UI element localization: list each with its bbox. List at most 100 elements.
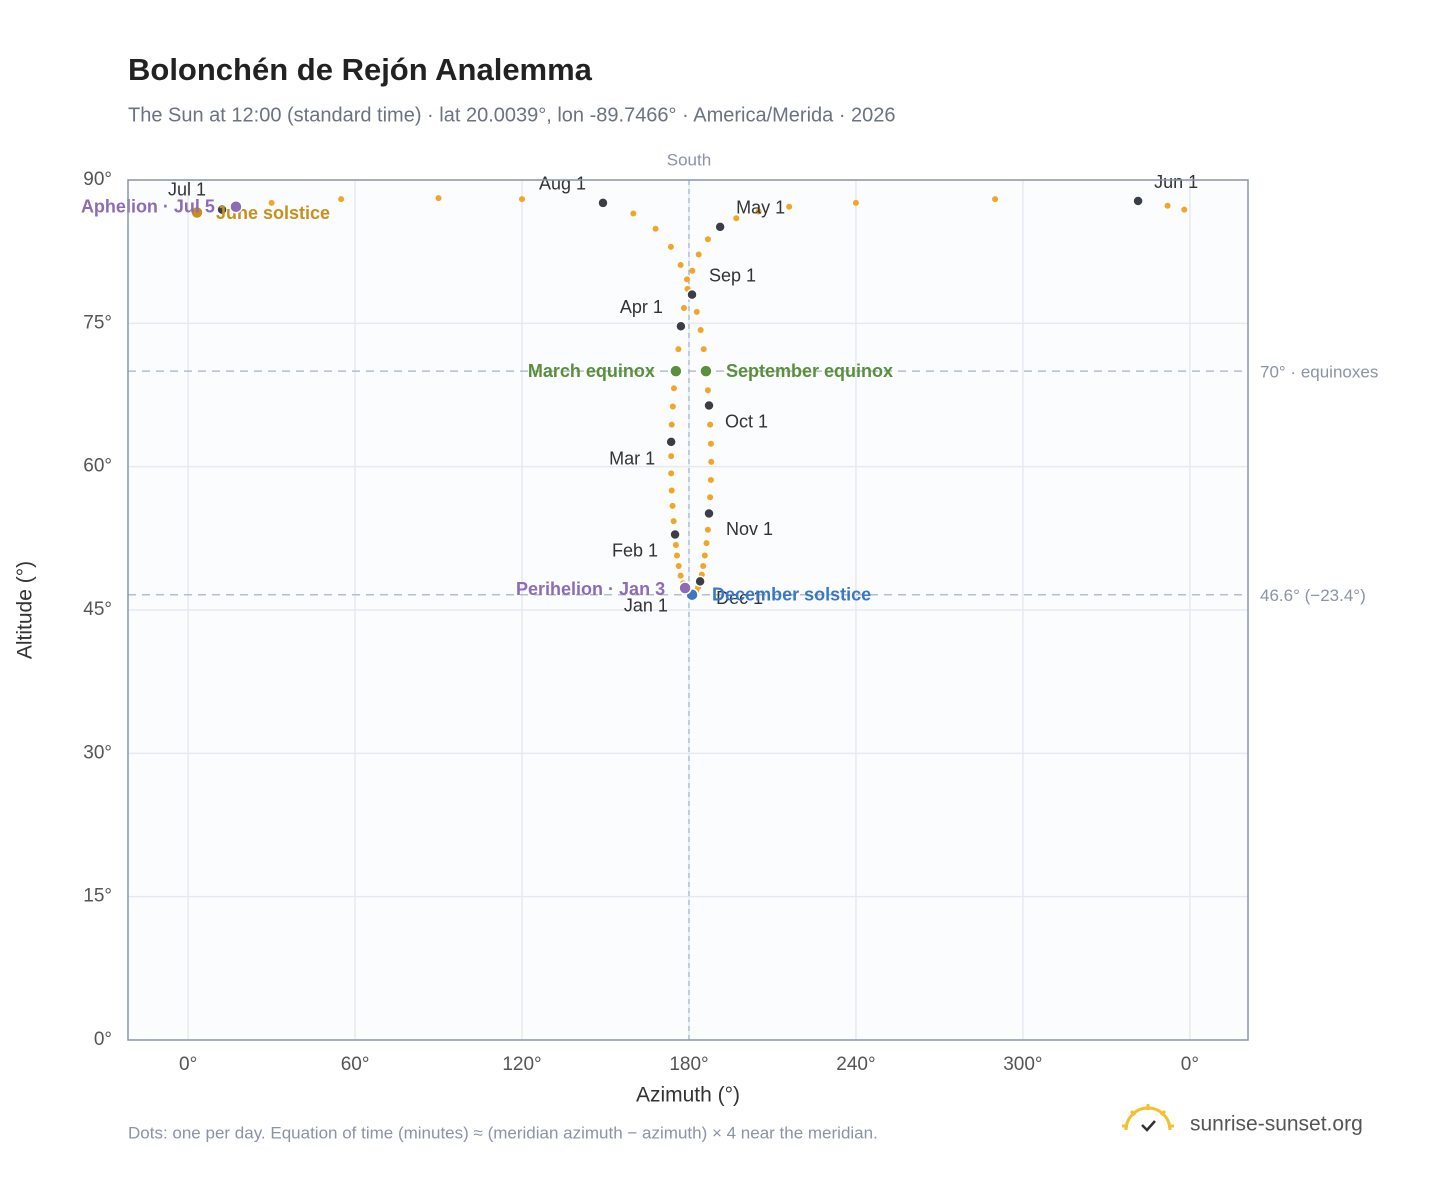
day-dot <box>667 243 674 250</box>
y-tick-label: 30° <box>83 742 112 763</box>
month-label: Dec 1 <box>716 588 763 608</box>
month-marker <box>714 221 726 233</box>
y-tick-label: 75° <box>83 312 112 333</box>
day-dot <box>668 453 675 460</box>
month-marker <box>669 528 681 541</box>
x-tick-label: 60° <box>341 1054 370 1075</box>
day-dot <box>677 262 684 269</box>
month-label: May 1 <box>736 198 785 218</box>
day-dot <box>674 552 681 559</box>
event-label: Aphelion · Jul 5 <box>81 197 215 217</box>
y-tick-label: 0° <box>94 1029 112 1050</box>
day-dot <box>670 385 677 392</box>
x-axis-label: Azimuth (°) <box>636 1084 740 1107</box>
y-axis-label: Altitude (°) <box>14 561 37 659</box>
day-dot <box>852 199 859 206</box>
day-dot <box>669 403 676 410</box>
event-label: September equinox <box>726 361 893 381</box>
month-marker <box>703 399 715 412</box>
event-marker <box>190 205 204 220</box>
day-dot <box>672 542 679 549</box>
day-dot <box>1181 206 1188 213</box>
y-tick-label: 15° <box>83 886 112 907</box>
month-label: Nov 1 <box>726 519 773 539</box>
x-tick-label: 0° <box>179 1054 197 1075</box>
y-tick-label: 45° <box>83 599 112 620</box>
day-dot <box>1164 202 1171 209</box>
day-dot <box>435 195 442 202</box>
reference-label: 46.6° (−23.4°) <box>1260 586 1366 605</box>
day-dot <box>693 308 700 315</box>
month-label: Sep 1 <box>709 265 756 285</box>
day-dot <box>684 276 691 283</box>
day-dot <box>704 387 711 394</box>
day-dot <box>669 502 676 509</box>
event-label: December solstice <box>712 584 871 604</box>
day-dot <box>755 208 762 215</box>
day-dot <box>677 572 684 579</box>
day-dot <box>704 236 711 243</box>
day-dot <box>630 210 637 217</box>
day-dot <box>701 552 708 559</box>
day-dot <box>992 196 999 203</box>
event-label: June solstice <box>216 203 330 223</box>
month-marker <box>597 197 609 209</box>
month-label: Jul 1 <box>168 179 206 199</box>
day-dot <box>697 327 704 334</box>
day-dot <box>338 196 345 203</box>
day-dot <box>670 518 677 525</box>
reference-label: 70° · equinoxes <box>1260 363 1378 382</box>
event-marker <box>699 364 713 378</box>
brand-logo <box>1122 1104 1174 1132</box>
day-dot <box>668 421 675 428</box>
day-dot <box>680 305 687 312</box>
x-tick-label: 180° <box>669 1054 708 1075</box>
month-label: Mar 1 <box>609 449 655 469</box>
day-dot <box>695 251 702 258</box>
month-marker <box>1132 195 1144 207</box>
day-dot <box>704 526 711 533</box>
month-marker <box>665 436 677 448</box>
day-dot <box>675 346 682 353</box>
month-marker <box>216 203 228 216</box>
day-dot <box>519 196 526 203</box>
x-tick-label: 0° <box>1181 1054 1199 1075</box>
footnote: Dots: one per day. Equation of time (min… <box>128 1123 878 1142</box>
event-label: Perihelion · Jan 3 <box>516 579 665 599</box>
month-marker <box>703 507 715 520</box>
chart-subtitle: The Sun at 12:00 (standard time) · lat 2… <box>128 104 896 126</box>
day-dot <box>707 494 714 501</box>
month-label: Feb 1 <box>612 540 658 560</box>
day-dot <box>786 203 793 210</box>
event-marker <box>678 581 692 595</box>
day-dot <box>668 470 675 477</box>
chart-title: Bolonchén de Rejón Analemma <box>128 52 593 87</box>
day-dot <box>703 540 710 547</box>
month-label: Oct 1 <box>725 411 768 431</box>
y-tick-label: 60° <box>83 456 112 477</box>
marks: Jan 1 Feb 1 Mar 1 Apr 1 May 1 Jun 1 Jul 1 Aug 1… <box>81 172 1198 616</box>
day-dot <box>733 215 740 222</box>
day-dot <box>675 563 682 570</box>
month-marker <box>675 320 687 332</box>
month-label: Jan 1 <box>624 596 668 616</box>
event-marker <box>669 364 683 378</box>
x-tick-label: 240° <box>836 1054 875 1075</box>
brand-name: sunrise-sunset.org <box>1190 1113 1363 1136</box>
plot-frame <box>127 179 1249 1041</box>
x-tick-label: 120° <box>502 1054 541 1075</box>
y-tick-label: 90° <box>83 169 112 190</box>
month-label: Apr 1 <box>620 297 663 317</box>
day-dot <box>268 199 275 206</box>
reference-label: South <box>667 150 711 169</box>
day-dot <box>700 346 707 353</box>
day-dot <box>700 563 707 570</box>
month-marker <box>694 575 706 588</box>
day-dot <box>689 267 696 274</box>
day-dot <box>707 421 714 428</box>
day-dot <box>652 225 659 232</box>
day-dot <box>707 477 714 484</box>
day-dot <box>668 487 675 494</box>
x-tick-label: 300° <box>1003 1054 1042 1075</box>
